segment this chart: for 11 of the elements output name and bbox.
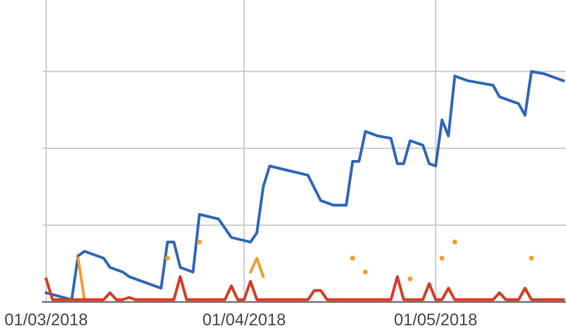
point <box>452 240 458 244</box>
point <box>197 240 202 244</box>
x-tick-label: 01/04/2018 <box>203 313 286 326</box>
point <box>363 270 368 274</box>
x-tick-label: 01/05/2018 <box>394 313 477 326</box>
point <box>165 256 170 261</box>
x-tick-label: 01/03/2018 <box>5 313 88 326</box>
point <box>350 256 356 261</box>
point <box>529 256 534 261</box>
point <box>408 276 413 282</box>
point <box>440 256 444 261</box>
